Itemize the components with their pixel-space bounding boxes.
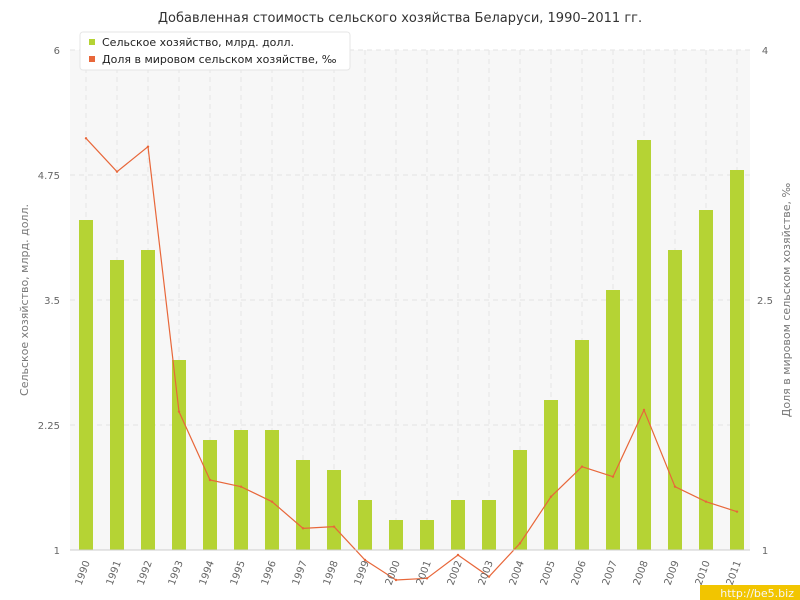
y-left-axis-label: Сельское хозяйство, млрд. долл. xyxy=(18,204,31,396)
legend-swatch-share xyxy=(89,56,95,62)
legend-label-share: Доля в мировом сельском хозяйстве, ‰ xyxy=(102,53,337,66)
share-line xyxy=(85,137,738,581)
bar xyxy=(451,500,465,550)
bar xyxy=(513,450,527,550)
line-point xyxy=(456,553,460,557)
y-left-tick-label: 1 xyxy=(54,546,60,557)
line-point xyxy=(146,145,150,148)
line-point xyxy=(332,525,336,528)
line-point xyxy=(270,500,274,503)
line-point xyxy=(580,465,584,468)
y-left-tick-label: 3.5 xyxy=(44,296,60,307)
legend-swatch-agriculture xyxy=(89,39,95,45)
line-point xyxy=(611,475,615,478)
bar-series xyxy=(79,140,744,550)
bar xyxy=(234,430,248,550)
line-point xyxy=(673,485,677,488)
line-point xyxy=(394,578,398,582)
bar xyxy=(637,140,651,550)
watermark-link[interactable]: http://be5.biz xyxy=(720,587,794,600)
line-series xyxy=(84,137,739,582)
y-left-tick-label: 6 xyxy=(54,46,60,57)
bar xyxy=(79,220,93,550)
bar xyxy=(544,400,558,550)
bar xyxy=(110,260,124,550)
bar xyxy=(699,210,713,550)
chart-title: Добавленная стоимость сельского хозяйств… xyxy=(158,11,642,26)
line-point xyxy=(487,575,491,578)
line-point xyxy=(177,410,181,413)
y-left-tick-label: 4.75 xyxy=(38,171,60,182)
y-right-tick-label: 2.5 xyxy=(757,296,773,307)
legend-box xyxy=(79,31,351,71)
line-point xyxy=(301,527,305,530)
bar xyxy=(203,440,217,550)
line-point xyxy=(704,500,708,503)
line-point xyxy=(239,485,243,488)
bar xyxy=(265,430,279,550)
y-right-axis-label: Доля в мировом сельском хозяйстве, ‰ xyxy=(780,183,793,418)
legend-label-agriculture: Сельское хозяйство, млрд. долл. xyxy=(102,36,294,49)
bar xyxy=(296,460,310,550)
line-point xyxy=(549,495,553,498)
y-right-tick-label: 4 xyxy=(762,46,768,57)
y-left-tick-label: 2.25 xyxy=(38,421,60,432)
bar xyxy=(668,250,682,550)
bar xyxy=(141,250,155,550)
bar xyxy=(606,290,620,550)
bar xyxy=(358,500,372,550)
line-point xyxy=(518,542,522,545)
watermark-background xyxy=(700,585,800,600)
legend: Сельское хозяйство, млрд. долл. Доля в м… xyxy=(79,31,351,71)
bar xyxy=(420,520,434,550)
bar xyxy=(327,470,341,550)
line-point xyxy=(208,478,212,482)
line-point xyxy=(115,170,119,173)
bar xyxy=(172,360,186,550)
line-point xyxy=(735,510,739,513)
bar xyxy=(389,520,403,550)
line-point xyxy=(84,137,88,140)
bar xyxy=(575,340,589,550)
y-right-tick-label: 1 xyxy=(762,546,768,557)
line-point xyxy=(363,558,367,562)
line-point xyxy=(425,577,429,580)
bar xyxy=(482,500,496,550)
bar xyxy=(730,170,744,550)
line-point xyxy=(642,408,646,412)
